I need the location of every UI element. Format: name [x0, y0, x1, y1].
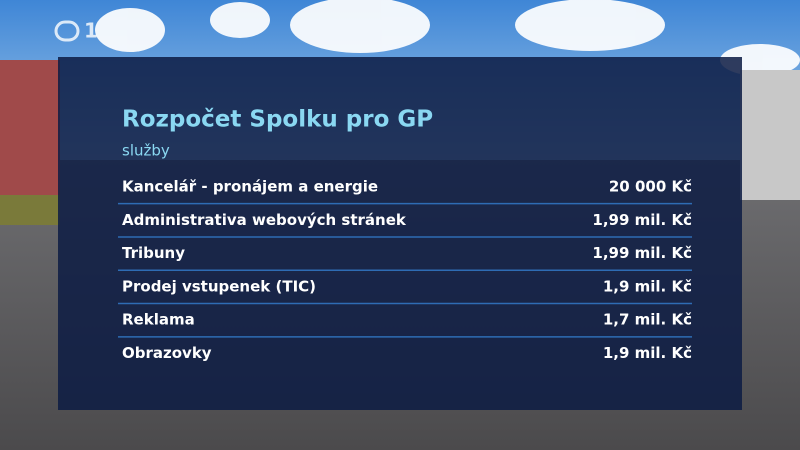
row-label: Kancelář - pronájem a energie	[122, 178, 378, 196]
grandstand	[0, 60, 60, 200]
grass	[0, 195, 60, 225]
row-label: Administrativa webových stránek	[122, 211, 407, 229]
subtitle: služby	[122, 142, 170, 160]
row-label: Obrazovky	[122, 344, 212, 362]
building	[740, 70, 800, 200]
clouds	[95, 0, 800, 76]
row-label: Tribuny	[122, 244, 185, 262]
row-value: 1,9 mil. Kč	[603, 344, 692, 362]
row-value: 1,7 mil. Kč	[603, 311, 692, 329]
row-value: 1,9 mil. Kč	[603, 277, 692, 295]
title: Rozpočet Spolku pro GP	[122, 107, 433, 133]
info-panel	[58, 57, 742, 410]
row-label: Prodej vstupenek (TIC)	[122, 277, 316, 295]
row-label: Reklama	[122, 311, 195, 329]
row-value: 1,99 mil. Kč	[592, 211, 692, 229]
channel-number: 1	[84, 19, 98, 43]
channel-logo: 1	[54, 19, 98, 43]
row-value: 1,99 mil. Kč	[592, 244, 692, 262]
row-value: 20 000 Kč	[609, 178, 692, 196]
